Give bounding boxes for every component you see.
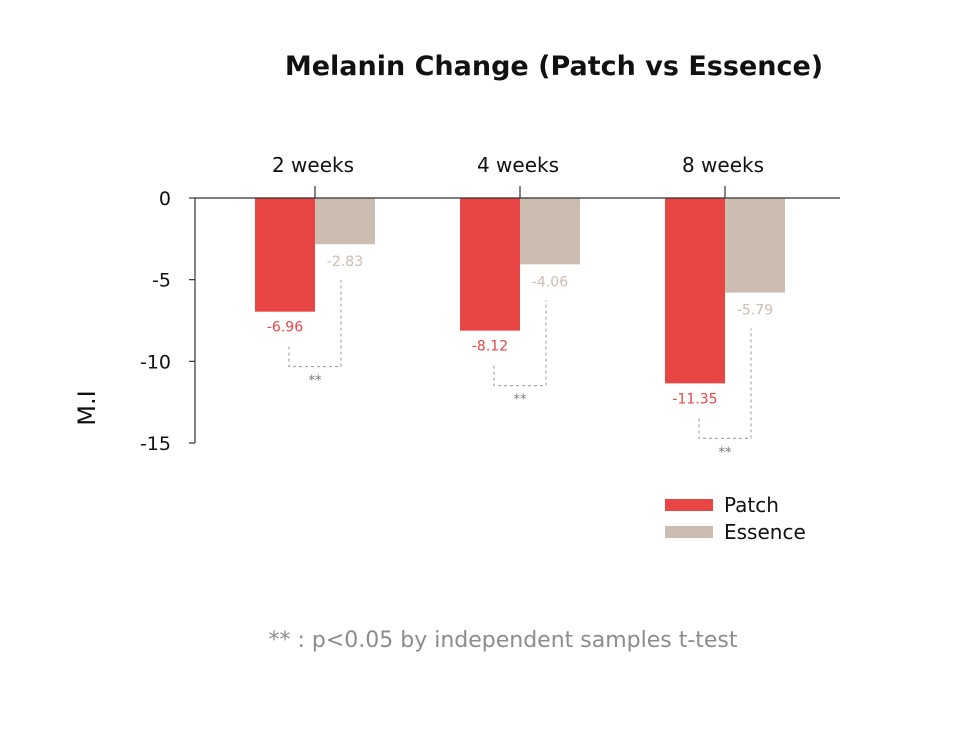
data-label-essence: -4.06 — [532, 274, 568, 290]
y-tick-label: 0 — [159, 188, 171, 210]
significance-marker: ** — [719, 445, 733, 460]
significance-marker: ** — [514, 393, 528, 408]
bar-patch-1 — [255, 198, 315, 312]
y-tick-label: -10 — [140, 351, 171, 373]
y-tick-label: -15 — [140, 433, 171, 455]
chart-title: Melanin Change (Patch vs Essence) — [285, 51, 823, 82]
y-tick-label: -5 — [152, 270, 171, 292]
legend-label-patch: Patch — [724, 493, 779, 517]
data-label-patch: -8.12 — [472, 339, 508, 355]
legend-swatch-essence — [665, 526, 713, 538]
significance-bracket — [288, 280, 342, 368]
x-tick-label: 8 weeks — [682, 153, 764, 177]
significance-footnote: ** : p<0.05 by independent samples t-tes… — [268, 628, 737, 653]
bar-patch-2 — [460, 198, 520, 331]
legend-swatch-patch — [665, 499, 713, 511]
significance-marker: ** — [309, 374, 323, 389]
bar-essence-3 — [725, 198, 785, 293]
data-label-essence: -2.83 — [327, 254, 363, 270]
x-tick-label: 2 weeks — [272, 153, 354, 177]
significance-bracket — [698, 328, 752, 439]
bar-essence-2 — [520, 198, 580, 265]
x-tick-label: 4 weeks — [477, 153, 559, 177]
data-label-patch: -11.35 — [672, 391, 717, 407]
legend-label-essence: Essence — [724, 520, 806, 544]
bar-patch-3 — [665, 198, 725, 384]
data-label-patch: -6.96 — [267, 320, 303, 336]
y-axis-label: M.I — [73, 390, 101, 425]
bar-essence-1 — [315, 198, 375, 245]
data-label-essence: -5.79 — [737, 303, 773, 319]
significance-bracket — [493, 300, 547, 387]
